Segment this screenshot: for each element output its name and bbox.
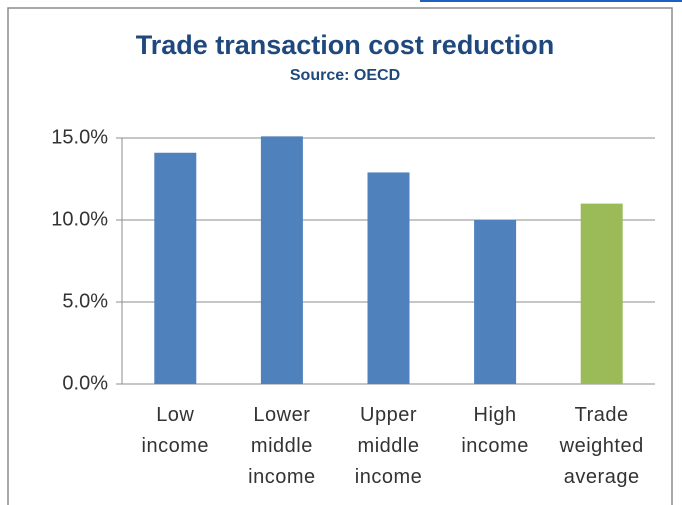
chart-frame (7, 7, 673, 505)
chart-title: Trade transaction cost reduction (136, 30, 555, 60)
x-tick-label: Lower middle income (248, 404, 316, 488)
chart-subtitle: Source: OECD (290, 67, 400, 84)
x-tick-label: Upper middle income (354, 404, 423, 488)
y-tick-label: 15.0% (51, 126, 108, 148)
y-tick-label: 10.0% (51, 208, 108, 230)
x-tick-label: Trade weighted average (559, 404, 644, 488)
bar (154, 152, 197, 384)
x-tick-label: High income (461, 404, 529, 457)
x-tick-label: Low income (141, 404, 210, 457)
bar (474, 220, 517, 384)
bar (580, 203, 623, 384)
bar (260, 136, 303, 384)
y-tick-label: 5.0% (62, 290, 108, 312)
y-tick-label: 0.0% (62, 372, 108, 394)
bar (367, 172, 410, 384)
